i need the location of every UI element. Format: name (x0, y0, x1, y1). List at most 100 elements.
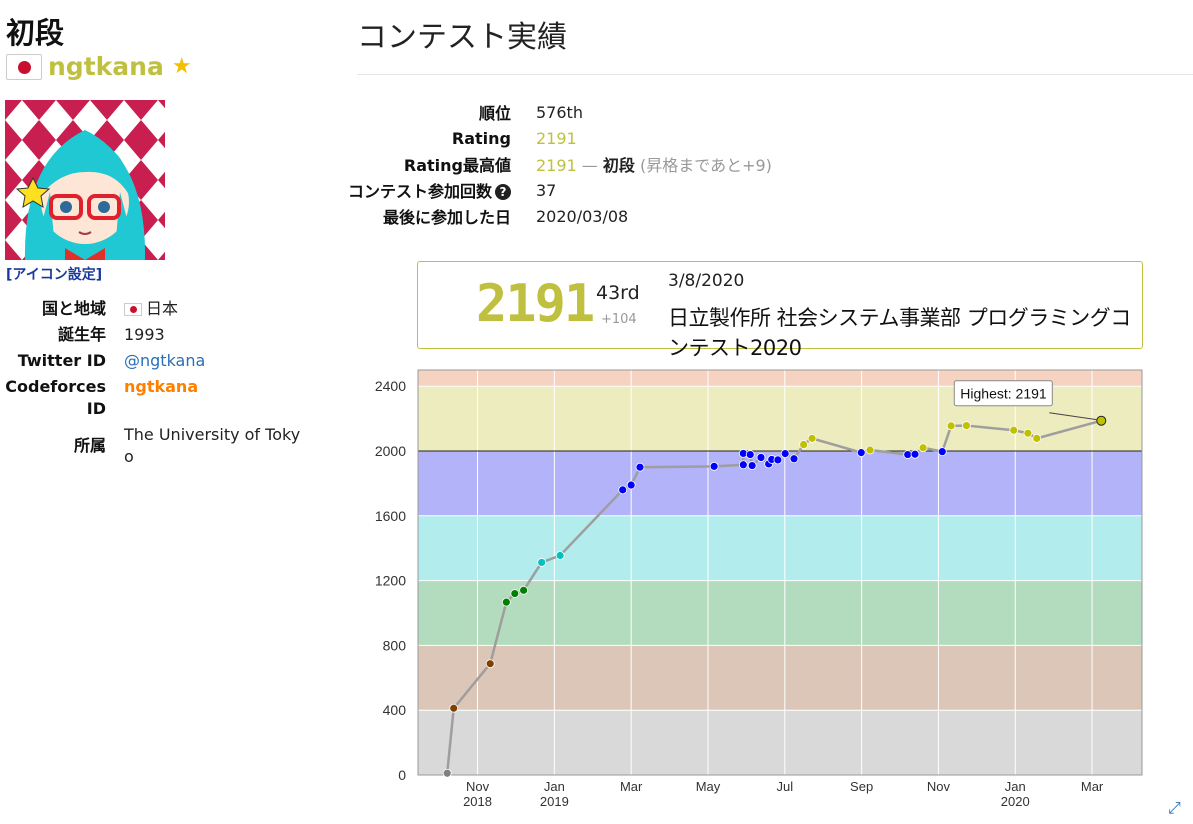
stat-row-rating: Rating 2191 (340, 125, 772, 151)
star-icon: ★ (171, 54, 192, 79)
info-key: Twitter ID (17, 351, 106, 370)
rating-point (1096, 415, 1107, 426)
info-key: 誕生年 (57, 325, 106, 344)
x-tick-label: Nov (927, 779, 951, 794)
rating-point (962, 421, 971, 430)
contest-date: 3/8/2020 (668, 271, 745, 291)
help-icon[interactable]: ? (495, 184, 511, 200)
stat-row-highest: Rating最高値 2191 — 初段 (昇格まであと+9) (340, 151, 772, 177)
divider (357, 74, 1193, 75)
rating-point (709, 461, 719, 471)
info-value-country: 日本 (124, 298, 304, 320)
rating-point (780, 449, 790, 458)
japan-flag-icon (6, 53, 42, 80)
rating-point (519, 585, 529, 595)
rating-point (1023, 428, 1033, 438)
rating-point (807, 433, 817, 443)
contest-status-box: 2191 43rd +104 3/8/2020 日立製作所 社会システム事業部 … (417, 261, 1143, 360)
rating-point (485, 659, 495, 669)
rating-point (937, 447, 947, 457)
info-key: Codeforces ID (5, 377, 106, 418)
tooltip-pointer (1049, 412, 1098, 421)
stat-key-label: コンテスト参加回数 (347, 182, 492, 201)
x-tick-label: Mar (620, 779, 643, 794)
stat-key: 順位 (478, 104, 511, 123)
plot-border (417, 369, 1143, 776)
stat-row-rank: 順位 576th (340, 99, 772, 125)
y-tick-label: 2000 (375, 443, 406, 459)
stat-row-last-date: 最後に参加した日 2020/03/08 (340, 203, 772, 229)
expand-icon[interactable]: ⤢ (1168, 798, 1181, 817)
x-tick-label: Jul (776, 779, 793, 794)
rating-point (618, 485, 628, 495)
rating-point (773, 455, 783, 465)
info-row-birth-year: 誕生年 1993 (0, 324, 340, 346)
y-tick-label: 2400 (375, 378, 406, 394)
rating-point (635, 462, 645, 472)
codeforces-link[interactable]: ngtkana (124, 377, 199, 396)
country-name: 日本 (146, 299, 179, 318)
highest-rating: 2191 (536, 156, 577, 175)
separator: — (576, 156, 603, 175)
info-value-affiliation: The University of Tokyo (124, 425, 301, 466)
user-name: ngtkana (48, 52, 164, 81)
rating-point (449, 703, 459, 713)
rating-point (626, 480, 636, 490)
rating-point (745, 450, 755, 459)
stat-key: 最後に参加した日 (382, 208, 511, 227)
rank-title: 初段 (6, 16, 65, 50)
x-tick-label: Jan (1005, 779, 1026, 794)
stat-key: Rating最高値 (403, 156, 511, 175)
rating-point (501, 597, 511, 607)
stat-key: コンテスト参加回数? (340, 178, 536, 202)
x-tick-label: Sep (850, 779, 873, 794)
info-row-codeforces: Codeforces ID ngtkana (0, 376, 340, 420)
contest-place: 43rd (596, 282, 640, 304)
rating-chart[interactable]: Nov 2018 Jan 2019 Mar May Jul Sep Nov Jan 2020 Mar 0… (356, 364, 1156, 824)
avatar-image (5, 100, 165, 260)
x-tick-year: 2018 (463, 794, 492, 809)
rating-point (756, 453, 766, 462)
rating-point (510, 589, 520, 598)
avatar (5, 100, 165, 260)
icon-settings-link[interactable]: [アイコン設定] (6, 267, 103, 283)
y-tick-label: 0 (398, 767, 406, 783)
rating-band (418, 515, 1142, 581)
rating-point (537, 558, 547, 567)
user-header: ngtkana ★ (6, 52, 192, 81)
contest-rating: 2191 (476, 274, 595, 334)
stat-value-contest-count: 37 (536, 180, 557, 200)
rating-point (946, 421, 956, 431)
info-key: 所属 (73, 436, 106, 455)
rating-band (418, 645, 1142, 711)
info-key: 国と地域 (41, 299, 106, 318)
y-tick-label: 800 (383, 637, 407, 653)
x-tick-year: 2019 (540, 794, 569, 809)
rating-band (418, 580, 1142, 646)
rating-point (918, 443, 928, 453)
x-tick-label: May (696, 779, 721, 794)
promotion-note: (昇格まであと+9) (640, 156, 772, 175)
rating-point (1009, 425, 1019, 435)
stat-value-last-date: 2020/03/08 (536, 206, 629, 226)
contest-name[interactable]: 日立製作所 社会システム事業部 プログラミングコンテスト2020 (668, 306, 1131, 360)
y-tick-label: 1600 (375, 508, 406, 524)
stat-key: Rating (451, 128, 511, 148)
x-tick-label: Jan (544, 779, 565, 794)
highest-rank: 初段 (602, 156, 635, 175)
rating-point (555, 551, 565, 560)
y-tick-label: 400 (383, 702, 407, 718)
y-tick-label: 1200 (375, 573, 406, 589)
rating-point (865, 445, 875, 455)
contest-rating-diff: +104 (601, 312, 637, 327)
rating-point (910, 449, 920, 459)
rating-point (903, 450, 913, 459)
twitter-link[interactable]: @ngtkana (124, 351, 206, 370)
x-tick-year: 2020 (1001, 794, 1030, 809)
info-row-affiliation: 所属 The University of Tokyo (0, 424, 340, 468)
stat-value-rank: 576th (536, 102, 583, 122)
x-tick-label: Mar (1081, 779, 1104, 794)
stat-value-rating: 2191 (536, 128, 577, 148)
rating-point (799, 440, 809, 449)
